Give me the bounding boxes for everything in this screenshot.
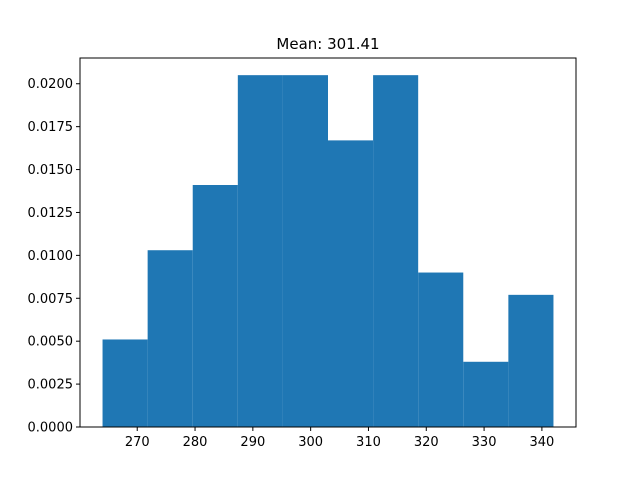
y-tick-label: 0.0150 (28, 163, 74, 178)
x-tick-label: 310 (356, 435, 381, 450)
x-axis-ticks: 270 280 290 300 310 320 330 340 (125, 427, 554, 450)
x-tick-label: 320 (414, 435, 439, 450)
x-tick-label: 300 (298, 435, 323, 450)
histogram-bar (237, 75, 283, 428)
x-tick-label: 290 (240, 435, 265, 450)
y-tick-label: 0.0175 (28, 120, 74, 135)
histogram-bar (373, 75, 419, 428)
histogram-bar (102, 339, 148, 427)
x-tick-label: 280 (183, 435, 208, 450)
y-tick-label: 0.0000 (28, 421, 74, 436)
y-axis-ticks: 0.0000 0.0025 0.0050 0.0075 0.0100 0.0125 0.01… (28, 77, 80, 436)
x-tick-label: 330 (472, 435, 497, 450)
histogram-bar (192, 185, 238, 427)
histogram-bar (328, 140, 374, 427)
histogram-bar (463, 361, 509, 427)
plot-frame (79, 57, 577, 428)
y-tick-label: 0.0050 (28, 335, 74, 350)
y-tick-label: 0.0075 (28, 292, 74, 307)
histogram-bar (508, 294, 554, 427)
y-tick-label: 0.0200 (28, 77, 74, 92)
y-tick-label: 0.0025 (28, 378, 74, 393)
histogram-bar (418, 272, 464, 427)
x-tick-label: 270 (125, 435, 150, 450)
bars-group (102, 75, 554, 428)
y-tick-label: 0.0100 (28, 249, 74, 264)
y-tick-label: 0.0125 (28, 206, 74, 221)
histogram-bar (282, 75, 328, 428)
x-tick-label: 340 (529, 435, 554, 450)
chart-title: Mean: 301.41 (276, 35, 379, 53)
histogram-bar (147, 250, 193, 427)
